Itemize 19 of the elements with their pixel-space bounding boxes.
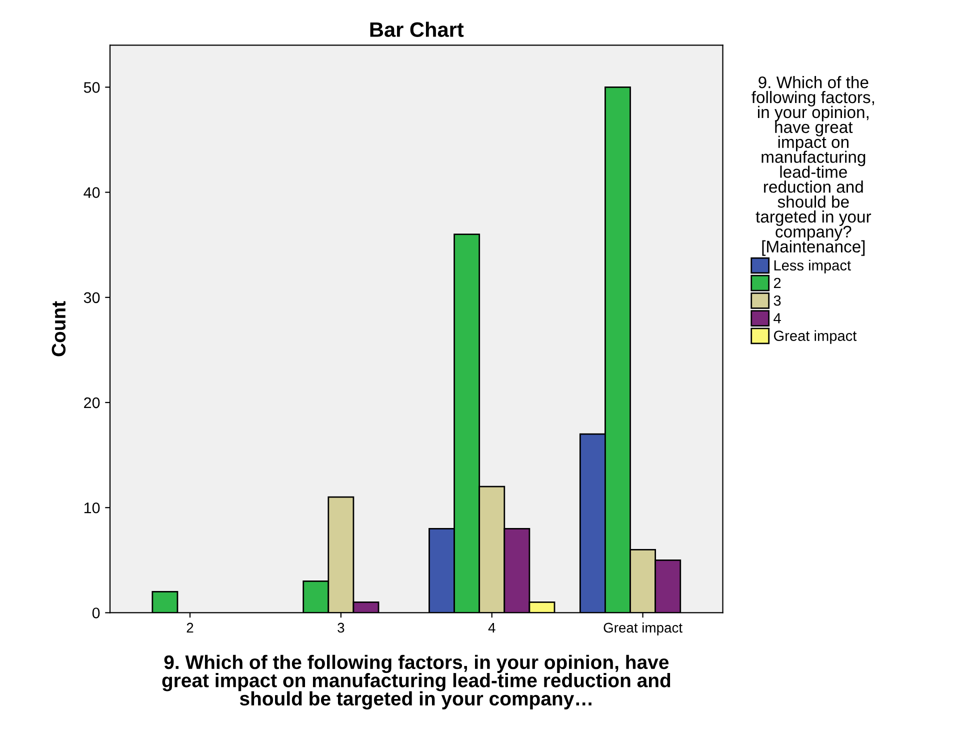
- x-axis-title: 9. Which of the following factors, in your opinion, have great impact on manufacturing lead-time reduction and should be targeted in your company…: [162, 654, 670, 710]
- legend-label: Great impact: [774, 330, 857, 344]
- legend-label: Less impact: [774, 260, 851, 274]
- x-tick-label: 4: [488, 622, 496, 633]
- y-tick-label: 0: [92, 608, 100, 618]
- y-tick-label: 50: [84, 82, 100, 93]
- x-tick-label: 3: [338, 622, 344, 633]
- x-tick-label: Great impact: [604, 622, 682, 636]
- y-tick-label: 10: [84, 502, 100, 514]
- legend-label: 2: [774, 278, 781, 288]
- y-axis-title: Count: [52, 301, 66, 356]
- text: 9. Which of the following factors, in your opinion, have great impact on manufacturing lead-time reduction and should be targeted in your company? [Maintenance]: [752, 76, 874, 256]
- y-tick-label: 20: [84, 397, 100, 408]
- x-tick-label: 2: [186, 622, 194, 633]
- chart-title: Bar Chart: [370, 22, 464, 38]
- y-tick-label: 40: [84, 187, 100, 198]
- y-tick-label: 30: [84, 292, 100, 304]
- legend-label: 4: [774, 313, 781, 324]
- legend-label: 3: [774, 295, 781, 306]
